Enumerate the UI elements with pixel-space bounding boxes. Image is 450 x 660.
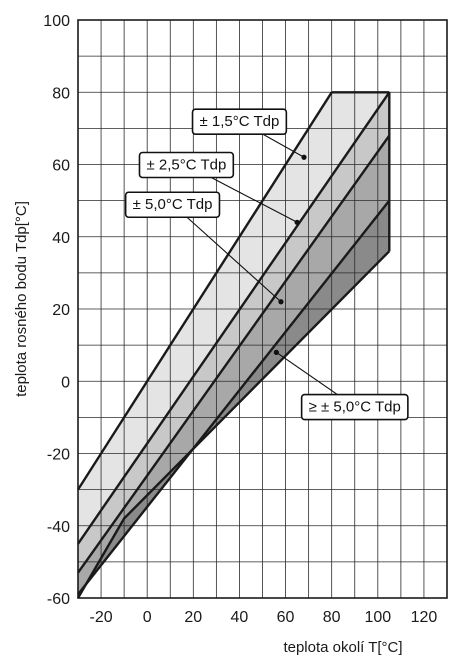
y-tick-label: -60 bbox=[47, 591, 70, 608]
callout-leader-3 bbox=[172, 203, 282, 303]
boundary-line-bottom bbox=[76, 250, 391, 599]
zone-callouts: ± 1,5°C Tdp ± 2,5°C Tdp ± 5,0°C Tdp ≥ ± 5,0… bbox=[124, 108, 409, 421]
y-tick-label: 20 bbox=[52, 302, 70, 319]
x-tick-label: 120 bbox=[411, 609, 438, 626]
callout-3: ± 5,0°C Tdp bbox=[124, 191, 221, 219]
zone-label: ± 1,5°C Tdp bbox=[200, 113, 280, 130]
callout-box bbox=[300, 393, 409, 421]
boundary-line-b2 bbox=[77, 134, 391, 574]
tick-labels: -20 0 20 40 60 80 100 120 -60 -40 -20 0 20 40 60 80 100 bbox=[43, 13, 437, 626]
y-tick-label: 0 bbox=[61, 374, 70, 391]
boundary-line-top bbox=[76, 91, 333, 491]
zone-boundaries bbox=[76, 91, 391, 599]
zone-label: ± 5,0°C Tdp bbox=[133, 196, 213, 213]
zone-area-2 bbox=[78, 92, 390, 573]
y-tick-label: -40 bbox=[47, 519, 70, 536]
zone-label: ± 2,5°C Tdp bbox=[146, 157, 226, 174]
zone-area-3 bbox=[78, 135, 390, 595]
x-tick-label: 100 bbox=[364, 609, 391, 626]
boundary-line-b3 bbox=[77, 199, 391, 596]
y-tick-label: 100 bbox=[43, 13, 70, 30]
callout-box bbox=[138, 151, 235, 179]
zone-marker-3 bbox=[278, 299, 284, 305]
x-tick-label: 60 bbox=[277, 609, 295, 626]
zone-marker-1 bbox=[301, 154, 307, 160]
plot-frame bbox=[77, 19, 448, 599]
x-axis-title: teplota okolí T[°C] bbox=[283, 639, 402, 656]
y-tick-label: 80 bbox=[52, 85, 70, 102]
x-tick-label: -20 bbox=[90, 609, 113, 626]
y-tick-label: 40 bbox=[52, 230, 70, 247]
zone-marker-2 bbox=[294, 219, 300, 225]
callout-box bbox=[191, 108, 288, 135]
callout-2: ± 2,5°C Tdp bbox=[138, 151, 235, 179]
y-tick-label: -20 bbox=[47, 447, 70, 464]
boundary-line-b1 bbox=[77, 91, 391, 545]
callout-4: ≥ ± 5,0°C Tdp bbox=[300, 393, 409, 421]
x-tick-label: 80 bbox=[323, 609, 341, 626]
x-tick-label: 40 bbox=[231, 609, 249, 626]
zone-label: ≥ ± 5,0°C Tdp bbox=[309, 399, 401, 416]
callout-box bbox=[124, 191, 221, 219]
y-axis-title: teplota rosného bodu Tdp[°C] bbox=[13, 201, 30, 397]
y-tick-label: 60 bbox=[52, 158, 70, 175]
x-tick-label: 0 bbox=[143, 609, 152, 626]
callout-1: ± 1,5°C Tdp bbox=[191, 108, 288, 135]
x-tick-label: 20 bbox=[184, 609, 202, 626]
zone-marker-4 bbox=[273, 349, 279, 355]
